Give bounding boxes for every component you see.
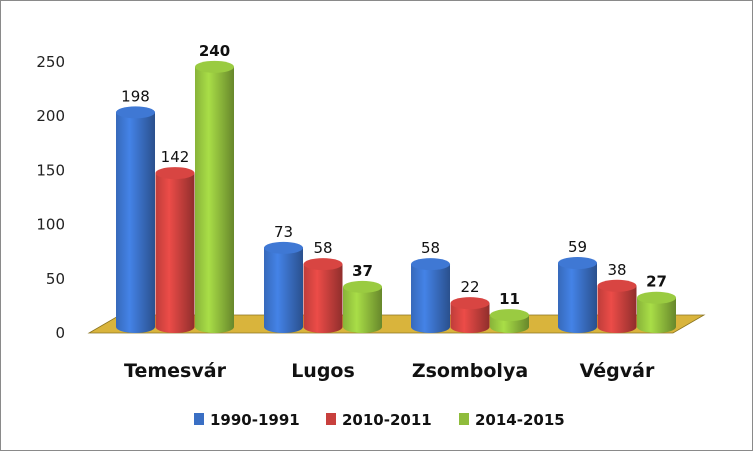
floor-plane xyxy=(87,314,706,334)
data-labels: 198 142 240 73 58 37 58 22 11 59 38 27 xyxy=(121,42,667,308)
bar-top xyxy=(195,60,234,73)
legend-label: 2010-2011 xyxy=(342,411,432,429)
legend-swatch xyxy=(194,413,204,425)
category-label-temesvar: Temesvár xyxy=(124,360,227,382)
bar-top xyxy=(637,291,676,304)
y-tick-label: 200 xyxy=(36,107,65,125)
bar-temesvar-2010-2011 xyxy=(155,167,195,333)
legend-item-2010-2011: 2010-2011 xyxy=(326,411,432,429)
y-tick-label: 50 xyxy=(46,270,65,288)
bar-top xyxy=(155,167,195,180)
data-label: 198 xyxy=(121,87,150,105)
bar-top xyxy=(450,297,490,310)
bar-body xyxy=(558,263,597,333)
bar-zsombolya-1990-1991 xyxy=(411,258,450,333)
chart-floor xyxy=(87,314,706,334)
bar-lugos-1990-1991 xyxy=(264,241,303,333)
category-label-lugos: Lugos xyxy=(291,360,355,382)
data-label: 38 xyxy=(607,261,626,279)
bar-top xyxy=(597,279,637,292)
data-label: 240 xyxy=(199,42,230,60)
bar-body xyxy=(411,264,450,333)
bar-vegvar-2010-2011 xyxy=(597,279,637,333)
data-label: 22 xyxy=(460,278,479,296)
category-label-vegvar: Végvár xyxy=(580,360,655,382)
bar-body xyxy=(450,303,490,333)
bar-body xyxy=(597,285,637,333)
bar-body xyxy=(116,112,155,333)
bar-body xyxy=(155,173,195,333)
bar-body xyxy=(637,297,677,333)
data-label: 142 xyxy=(161,148,190,166)
legend-label: 2014-2015 xyxy=(475,411,565,429)
y-tick-label: 250 xyxy=(36,53,65,71)
bar-top xyxy=(264,241,303,254)
data-label: 58 xyxy=(313,239,332,257)
bar-top xyxy=(116,106,155,119)
bar-top xyxy=(343,280,382,293)
legend-item-2014-2015: 2014-2015 xyxy=(459,411,565,429)
data-label: 37 xyxy=(352,262,373,280)
bars xyxy=(116,60,677,333)
bar-body xyxy=(264,247,303,333)
bar-top xyxy=(411,258,450,271)
y-tick-label: 100 xyxy=(36,216,65,234)
legend-item-1990-1991: 1990-1991 xyxy=(194,411,300,429)
legend-swatch xyxy=(459,413,469,425)
bar-vegvar-2014-2015 xyxy=(637,291,677,333)
bar-temesvar-1990-1991 xyxy=(116,106,155,333)
y-tick-label: 150 xyxy=(36,161,65,179)
bar-vegvar-1990-1991 xyxy=(558,257,597,333)
legend: 1990-1991 2010-2011 2014-2015 xyxy=(194,411,565,429)
bar-lugos-2014-2015 xyxy=(343,280,382,333)
bar-temesvar-2014-2015 xyxy=(195,60,234,333)
bar-zsombolya-2010-2011 xyxy=(450,297,490,333)
bar-top xyxy=(303,258,343,271)
y-axis: 0 50 100 150 200 250 xyxy=(36,53,65,342)
data-label: 27 xyxy=(646,273,667,291)
bar-top xyxy=(490,309,529,322)
data-label: 11 xyxy=(499,290,520,308)
bar-body xyxy=(343,286,382,333)
bar-top xyxy=(558,257,597,270)
category-label-zsombolya: Zsombolya xyxy=(412,360,528,382)
data-label: 59 xyxy=(568,238,587,256)
bar-lugos-2010-2011 xyxy=(303,258,343,333)
data-label: 73 xyxy=(274,223,293,241)
bar-body xyxy=(195,66,234,333)
bar-zsombolya-2014-2015 xyxy=(490,309,529,333)
data-label: 58 xyxy=(421,239,440,257)
y-tick-label: 0 xyxy=(55,324,65,342)
bar-body xyxy=(303,264,343,333)
legend-label: 1990-1991 xyxy=(210,411,300,429)
category-labels: Temesvár Lugos Zsombolya Végvár xyxy=(124,360,655,382)
legend-swatch xyxy=(326,413,336,425)
